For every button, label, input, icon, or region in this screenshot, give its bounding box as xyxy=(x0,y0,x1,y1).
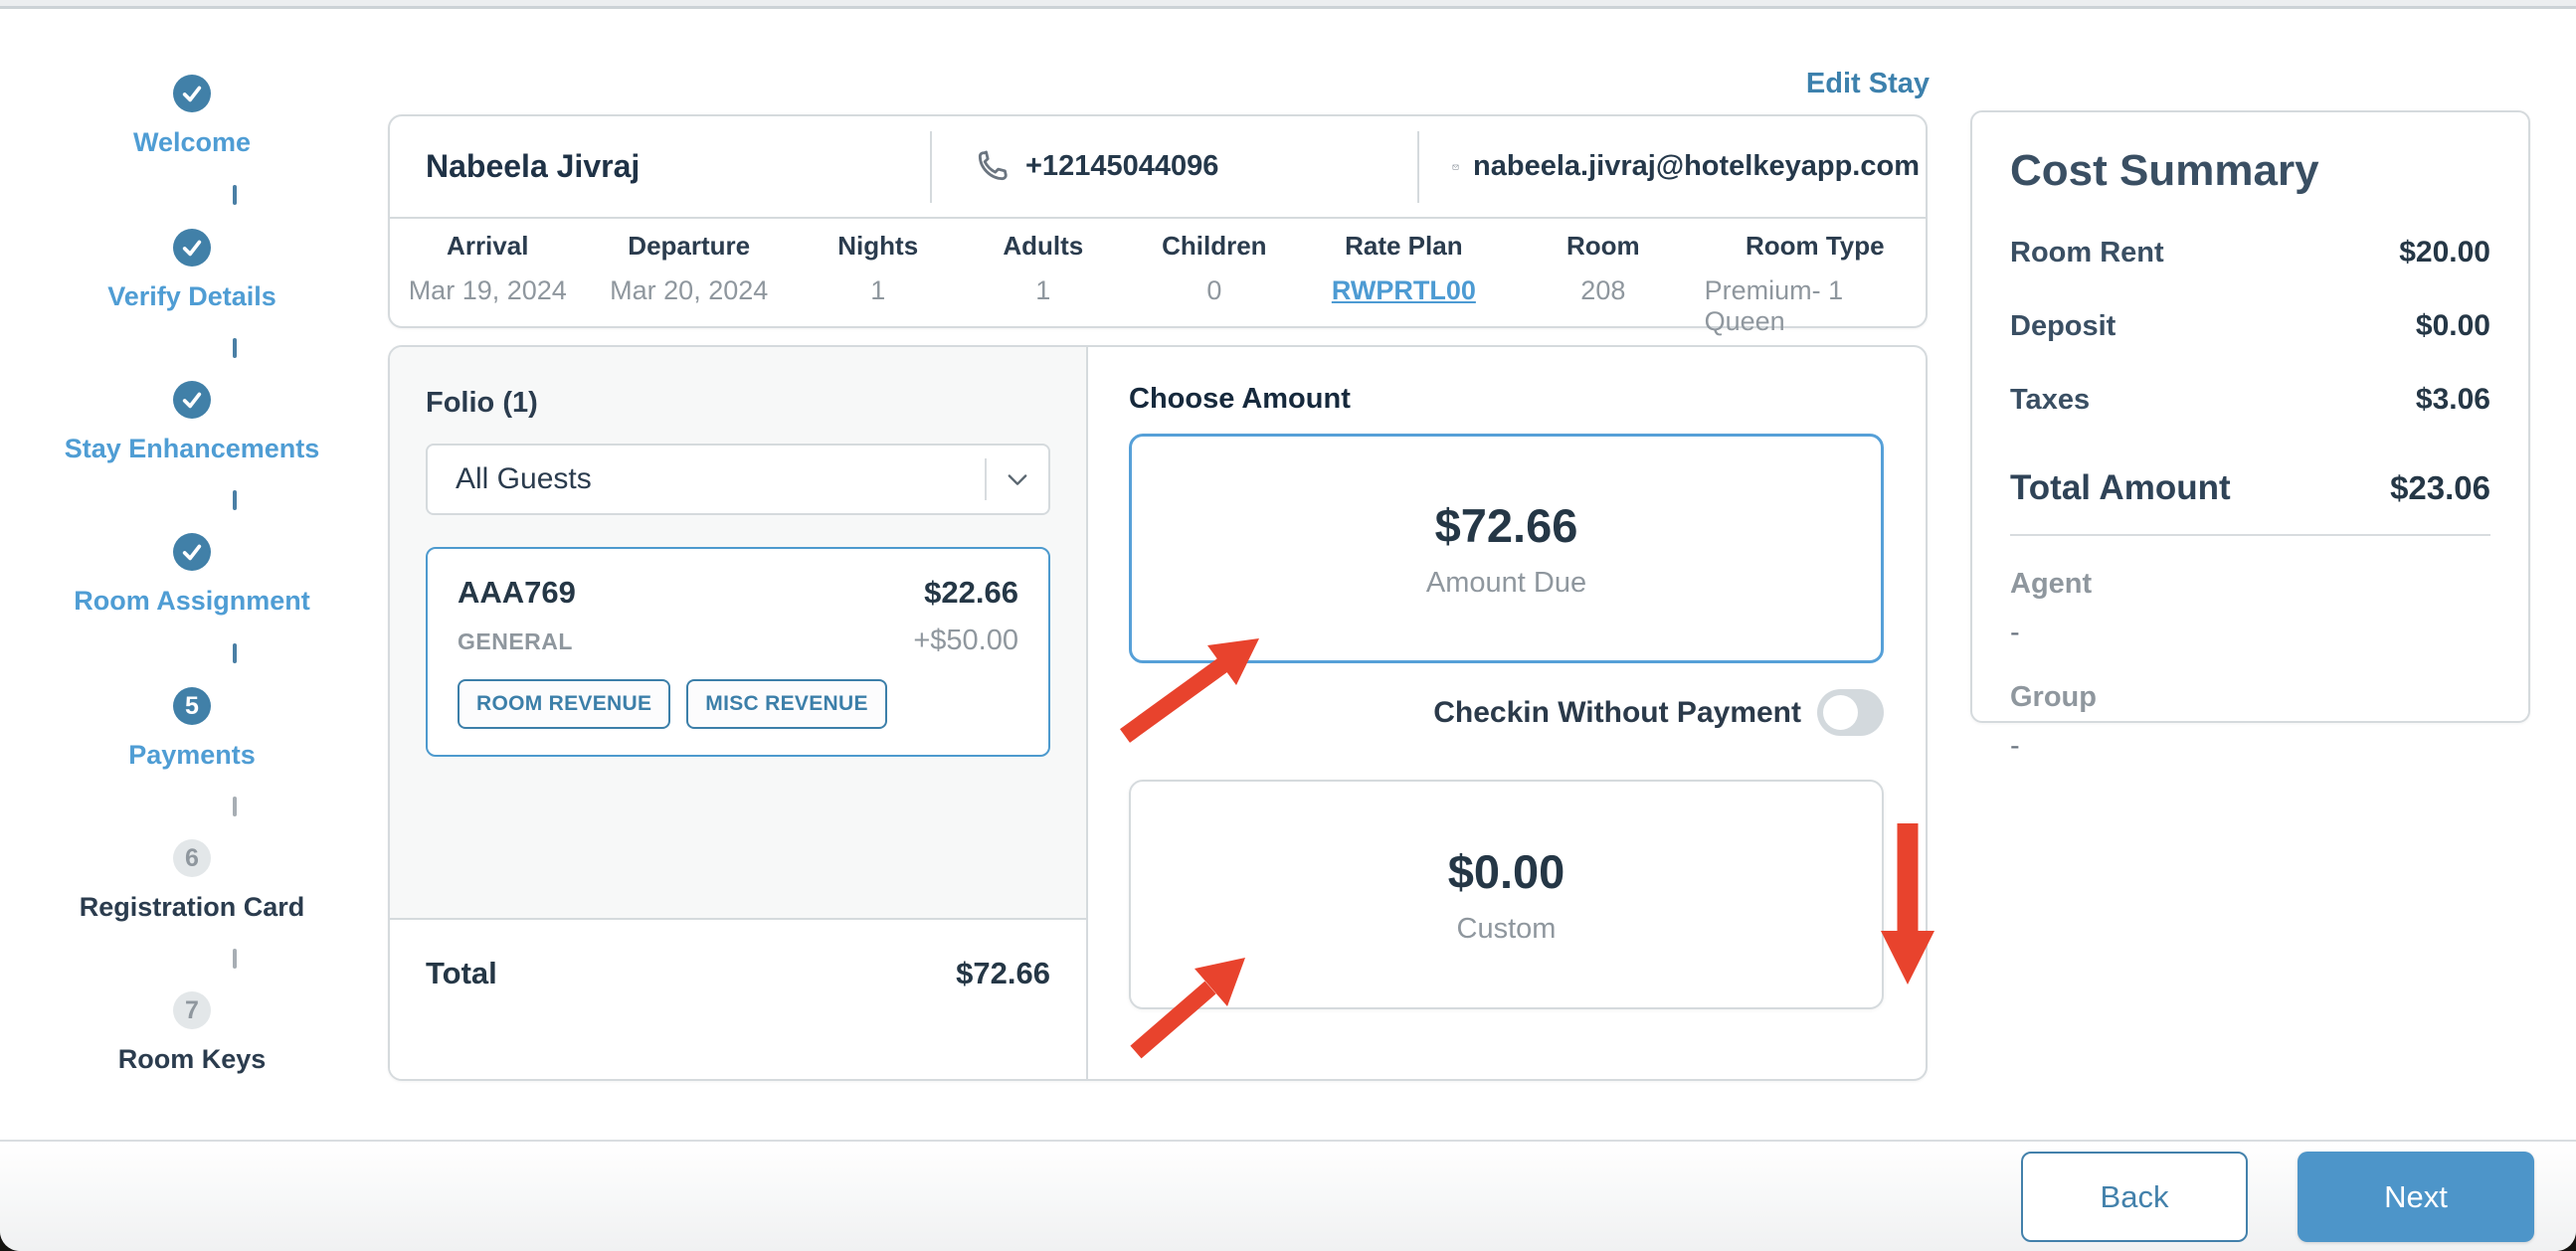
folio-code: AAA769 xyxy=(458,575,576,610)
step-label: Payments xyxy=(128,740,256,770)
choose-amount-title: Choose Amount xyxy=(1129,383,1351,415)
stay-field-adults: Adults 1 xyxy=(1003,231,1084,305)
stay-field-room: Room 208 xyxy=(1565,231,1640,305)
folio-tags: ROOM REVENUE MISC REVENUE xyxy=(458,679,1018,729)
step-stay-enhancements[interactable]: Stay Enhancements xyxy=(43,381,341,465)
stay-field-room-type: Room Type Premium- 1 Queen xyxy=(1704,231,1885,336)
guest-filter-value: All Guests xyxy=(456,462,592,495)
step-number: 5 xyxy=(173,687,211,725)
stay-field-departure: Departure Mar 20, 2024 xyxy=(610,231,769,305)
step-connector xyxy=(233,949,237,969)
guest-filter-select[interactable]: All Guests xyxy=(426,444,1050,515)
step-verify-details[interactable]: Verify Details xyxy=(43,229,341,313)
edit-stay-link[interactable]: Edit Stay xyxy=(1805,68,1930,99)
cost-divider xyxy=(2010,534,2490,536)
step-label: Registration Card xyxy=(79,892,305,922)
step-label: Stay Enhancements xyxy=(64,434,320,463)
next-button[interactable]: Next xyxy=(2298,1152,2534,1242)
amount-due-label: Amount Due xyxy=(1425,566,1587,599)
folio-panel: Folio (1) All Guests AAA769 $22.66 GENER… xyxy=(390,347,1088,1079)
check-icon xyxy=(182,392,202,409)
window-top-strip xyxy=(0,0,2576,9)
checkin-stepper: Welcome Verify Details Stay Enhancements… xyxy=(43,0,341,1094)
group-label: Group xyxy=(2010,681,2097,713)
cost-total-row: Total Amount $23.06 xyxy=(2010,468,2490,507)
toggle-knob xyxy=(1823,695,1858,730)
folio-total-label: Total xyxy=(426,956,497,990)
step-room-assignment[interactable]: Room Assignment xyxy=(43,533,341,618)
cost-row-room-rent: Room Rent $20.00 xyxy=(2010,236,2490,268)
step-label: Welcome xyxy=(132,127,252,157)
folio-amount: $22.66 xyxy=(924,575,1018,610)
cost-row-taxes: Taxes $3.06 xyxy=(2010,383,2490,416)
guest-contact-row: Nabeela Jivraj +12145044096 nabeela.jivr… xyxy=(390,116,1926,219)
step-connector xyxy=(233,338,237,358)
checkin-without-payment-label: Checkin Without Payment xyxy=(1433,695,1801,729)
folio-title: Folio (1) xyxy=(426,387,538,419)
folio-card-AAA769[interactable]: AAA769 $22.66 GENERAL +$50.00 ROOM REVEN… xyxy=(426,547,1050,757)
stay-field-children: Children 0 xyxy=(1162,231,1267,305)
payments-main-card: Folio (1) All Guests AAA769 $22.66 GENER… xyxy=(388,345,1928,1081)
folio-adjustment: +$50.00 xyxy=(913,625,1018,656)
group-value: - xyxy=(2010,730,2020,762)
folio-total-value: $72.66 xyxy=(956,956,1050,990)
custom-amount-value: $0.00 xyxy=(1447,844,1565,898)
step-connector xyxy=(233,797,237,816)
guest-email-section: nabeela.jivraj@hotelkeyapp.com xyxy=(1417,130,1920,203)
select-divider xyxy=(985,458,987,500)
chevron-down-icon xyxy=(987,465,1048,493)
phone-icon xyxy=(978,150,1008,180)
tag-misc-revenue[interactable]: MISC REVENUE xyxy=(686,679,887,729)
amount-due-value: $72.66 xyxy=(1434,498,1578,552)
step-connector xyxy=(233,490,237,510)
rate-plan-link[interactable]: RWPRTL00 xyxy=(1331,275,1476,305)
step-payments[interactable]: 5 Payments xyxy=(43,687,341,772)
guest-phone: +12145044096 xyxy=(1025,150,1219,182)
step-welcome[interactable]: Welcome xyxy=(43,75,341,159)
step-label: Room Keys xyxy=(117,1044,267,1074)
cost-summary-title: Cost Summary xyxy=(2010,146,2319,195)
amount-option-due[interactable]: $72.66 Amount Due xyxy=(1129,434,1884,663)
custom-amount-label: Custom xyxy=(1456,912,1557,945)
step-label: Room Assignment xyxy=(74,586,310,616)
cost-summary-card: Cost Summary Room Rent $20.00 Deposit $0… xyxy=(1970,110,2530,762)
email-icon xyxy=(1452,164,1459,170)
folio-total-row: Total $72.66 xyxy=(390,918,1086,1079)
checkin-without-payment-toggle[interactable] xyxy=(1817,689,1884,736)
tag-room-revenue[interactable]: ROOM REVENUE xyxy=(458,679,671,729)
check-icon xyxy=(182,544,202,561)
stay-details-row: Arrival Mar 19, 2024 Departure Mar 20, 2… xyxy=(390,219,1926,336)
stay-field-rate-plan: Rate Plan RWPRTL00 xyxy=(1331,231,1476,305)
choose-amount-panel: Choose Amount $72.66 Amount Due Checkin … xyxy=(1088,347,1926,1079)
step-room-keys[interactable]: 7 Room Keys xyxy=(43,991,341,1076)
step-label: Verify Details xyxy=(107,281,276,311)
back-button[interactable]: Back xyxy=(2021,1152,2248,1242)
step-connector xyxy=(233,643,237,663)
guest-phone-section: +12145044096 xyxy=(930,130,1417,203)
guest-name: Nabeela Jivraj xyxy=(426,148,641,184)
checkin-without-payment-row: Checkin Without Payment xyxy=(1129,663,1884,762)
step-number: 6 xyxy=(173,839,211,877)
guest-email: nabeela.jivraj@hotelkeyapp.com xyxy=(1473,150,1920,182)
check-icon xyxy=(182,86,202,102)
step-connector xyxy=(233,185,237,205)
agent-value: - xyxy=(2010,617,2020,648)
folio-category: GENERAL xyxy=(458,628,573,654)
agent-label: Agent xyxy=(2010,568,2093,600)
step-registration-card[interactable]: 6 Registration Card xyxy=(43,839,341,924)
guest-info-card: Nabeela Jivraj +12145044096 nabeela.jivr… xyxy=(388,114,1928,336)
stay-field-arrival: Arrival Mar 19, 2024 xyxy=(408,231,567,305)
step-number: 7 xyxy=(173,991,211,1029)
stay-field-nights: Nights 1 xyxy=(837,231,919,305)
check-icon xyxy=(182,240,202,257)
footer-bar: Back Next xyxy=(0,1140,2576,1251)
cost-row-deposit: Deposit $0.00 xyxy=(2010,309,2490,342)
amount-option-custom[interactable]: $0.00 Custom xyxy=(1129,780,1884,1009)
